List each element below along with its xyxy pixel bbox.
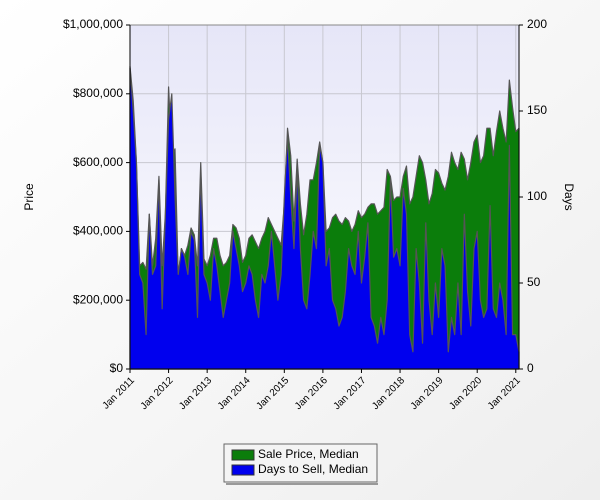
legend-swatch	[231, 449, 255, 461]
y-axis-label: Price	[22, 183, 36, 211]
y-tick-label: $0	[110, 361, 124, 375]
y-tick-label: $200,000	[73, 292, 123, 306]
legend-label: Days to Sell, Median	[258, 462, 368, 476]
legend-label: Sale Price, Median	[258, 447, 359, 461]
y-tick-label: $800,000	[73, 86, 123, 100]
y2-tick-label: 0	[527, 361, 534, 375]
y-tick-label: $1,000,000	[63, 17, 123, 31]
y2-tick-label: 100	[527, 189, 547, 203]
y-tick-label: $600,000	[73, 155, 123, 169]
legend-swatch	[231, 464, 255, 476]
area	[129, 67, 520, 370]
y-tick-label: $400,000	[73, 224, 123, 238]
y2-axis-label: Days	[562, 183, 576, 210]
y2-tick-label: 150	[527, 103, 547, 117]
y2-tick-label: 50	[527, 275, 541, 289]
y2-tick-label: 200	[527, 17, 547, 31]
